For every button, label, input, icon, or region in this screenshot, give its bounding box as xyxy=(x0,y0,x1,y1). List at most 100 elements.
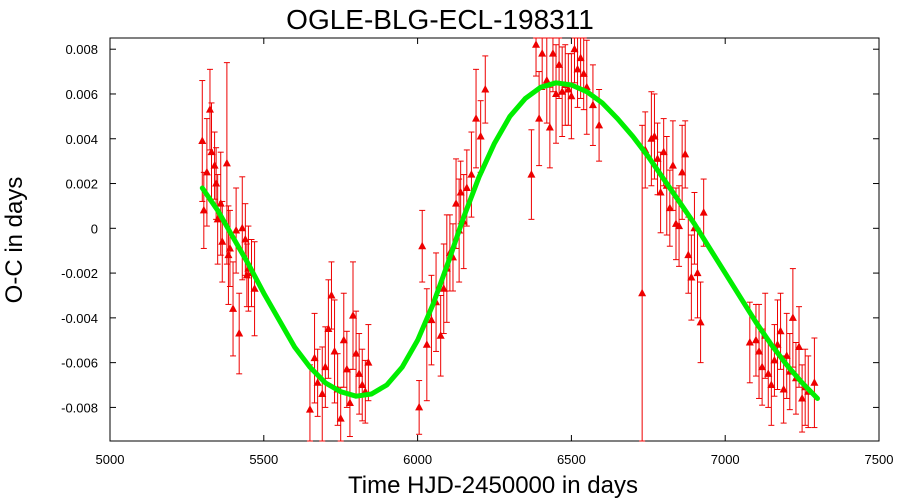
data-point xyxy=(364,358,373,366)
x-tick-label: 7000 xyxy=(711,452,740,467)
data-point xyxy=(305,405,314,413)
data-point xyxy=(535,114,544,122)
data-point xyxy=(758,362,767,371)
x-axis-label: Time HJD-2450000 in days xyxy=(348,472,638,499)
data-point xyxy=(436,331,445,339)
data-point xyxy=(238,223,247,232)
data-point xyxy=(798,393,807,402)
data-point xyxy=(668,161,677,169)
y-axis-label: O-C in days xyxy=(1,177,28,304)
data-point xyxy=(579,69,588,77)
data-point xyxy=(659,147,668,156)
data-point xyxy=(481,84,490,93)
data-point xyxy=(650,132,659,140)
data-point xyxy=(545,123,554,131)
data-point xyxy=(250,284,259,292)
data-point xyxy=(699,208,708,216)
data-point xyxy=(555,60,564,68)
data-point xyxy=(327,290,336,299)
data-point xyxy=(352,349,361,357)
data-point xyxy=(588,100,597,109)
data-point xyxy=(229,304,238,312)
x-tick-label: 6500 xyxy=(557,452,586,467)
data-point xyxy=(681,149,690,158)
data-point xyxy=(467,170,476,178)
data-point xyxy=(318,389,327,397)
data-point xyxy=(202,167,211,176)
data-point xyxy=(452,199,461,207)
data-point xyxy=(795,342,804,350)
data-point xyxy=(462,183,471,192)
data-point xyxy=(573,64,582,73)
data-point xyxy=(653,154,662,162)
data-point xyxy=(767,380,776,389)
data-point xyxy=(225,243,234,252)
data-point xyxy=(656,187,665,196)
data-point xyxy=(422,340,431,348)
data-point xyxy=(548,49,557,57)
data-point xyxy=(527,170,536,178)
data-point xyxy=(207,147,216,156)
chart-title: OGLE-BLG-ECL-198311 xyxy=(286,4,594,35)
data-point xyxy=(415,402,424,411)
data-point xyxy=(532,40,541,48)
data-point xyxy=(693,268,702,277)
data-point xyxy=(330,346,339,355)
y-tick-label: 0.004 xyxy=(65,132,98,147)
data-point xyxy=(782,351,791,359)
y-tick-label: 0.006 xyxy=(65,87,98,102)
data-point xyxy=(776,326,785,335)
y-tick-label: 0.008 xyxy=(65,42,98,57)
data-point xyxy=(218,237,227,245)
x-tick-label: 5000 xyxy=(96,452,125,467)
plot-area: 5000 5500 6000 6500 7000 7500 -0.008 -0.006 -0.0… xyxy=(61,37,893,467)
data-point xyxy=(684,250,693,259)
data-point xyxy=(564,84,573,93)
data-point xyxy=(224,250,233,259)
data-point xyxy=(472,114,481,122)
data-point xyxy=(199,205,208,214)
fit-curve xyxy=(199,80,820,401)
data-point xyxy=(235,329,244,337)
y-tick-label: -0.006 xyxy=(61,356,98,371)
y-tick-label: 0 xyxy=(91,221,98,236)
y-tick-label: 0.002 xyxy=(65,177,98,192)
data-point xyxy=(538,49,547,57)
data-point xyxy=(439,284,448,292)
data-point xyxy=(687,273,696,281)
x-tick-label: 6000 xyxy=(403,452,432,467)
data-point xyxy=(779,385,788,393)
data-point xyxy=(321,362,330,371)
data-point xyxy=(570,44,579,53)
data-point xyxy=(342,364,351,373)
data-point xyxy=(339,335,348,344)
data-point xyxy=(418,241,427,250)
x-tick-label: 5500 xyxy=(249,452,278,467)
data-point xyxy=(212,179,221,187)
data-point xyxy=(764,369,773,377)
data-point xyxy=(696,317,705,326)
data-point xyxy=(638,288,647,297)
data-point xyxy=(213,214,222,223)
data-point xyxy=(241,235,250,243)
data-point xyxy=(678,167,687,176)
y-tick-label: -0.008 xyxy=(61,400,98,415)
data-point xyxy=(770,355,779,364)
data-point xyxy=(222,158,231,167)
data-point xyxy=(788,313,797,321)
data-point xyxy=(675,221,684,230)
data-point xyxy=(358,380,367,389)
data-point xyxy=(773,340,782,348)
data-point xyxy=(476,132,485,140)
data-point xyxy=(324,324,333,333)
data-point xyxy=(755,346,764,355)
y-tick-label: -0.004 xyxy=(61,311,98,326)
data-point xyxy=(355,369,364,377)
data-point xyxy=(745,337,754,346)
data-point xyxy=(427,315,436,324)
y-tick-label: -0.002 xyxy=(61,266,98,281)
data-point xyxy=(810,378,819,386)
data-point xyxy=(345,398,354,406)
data-point xyxy=(349,311,358,319)
